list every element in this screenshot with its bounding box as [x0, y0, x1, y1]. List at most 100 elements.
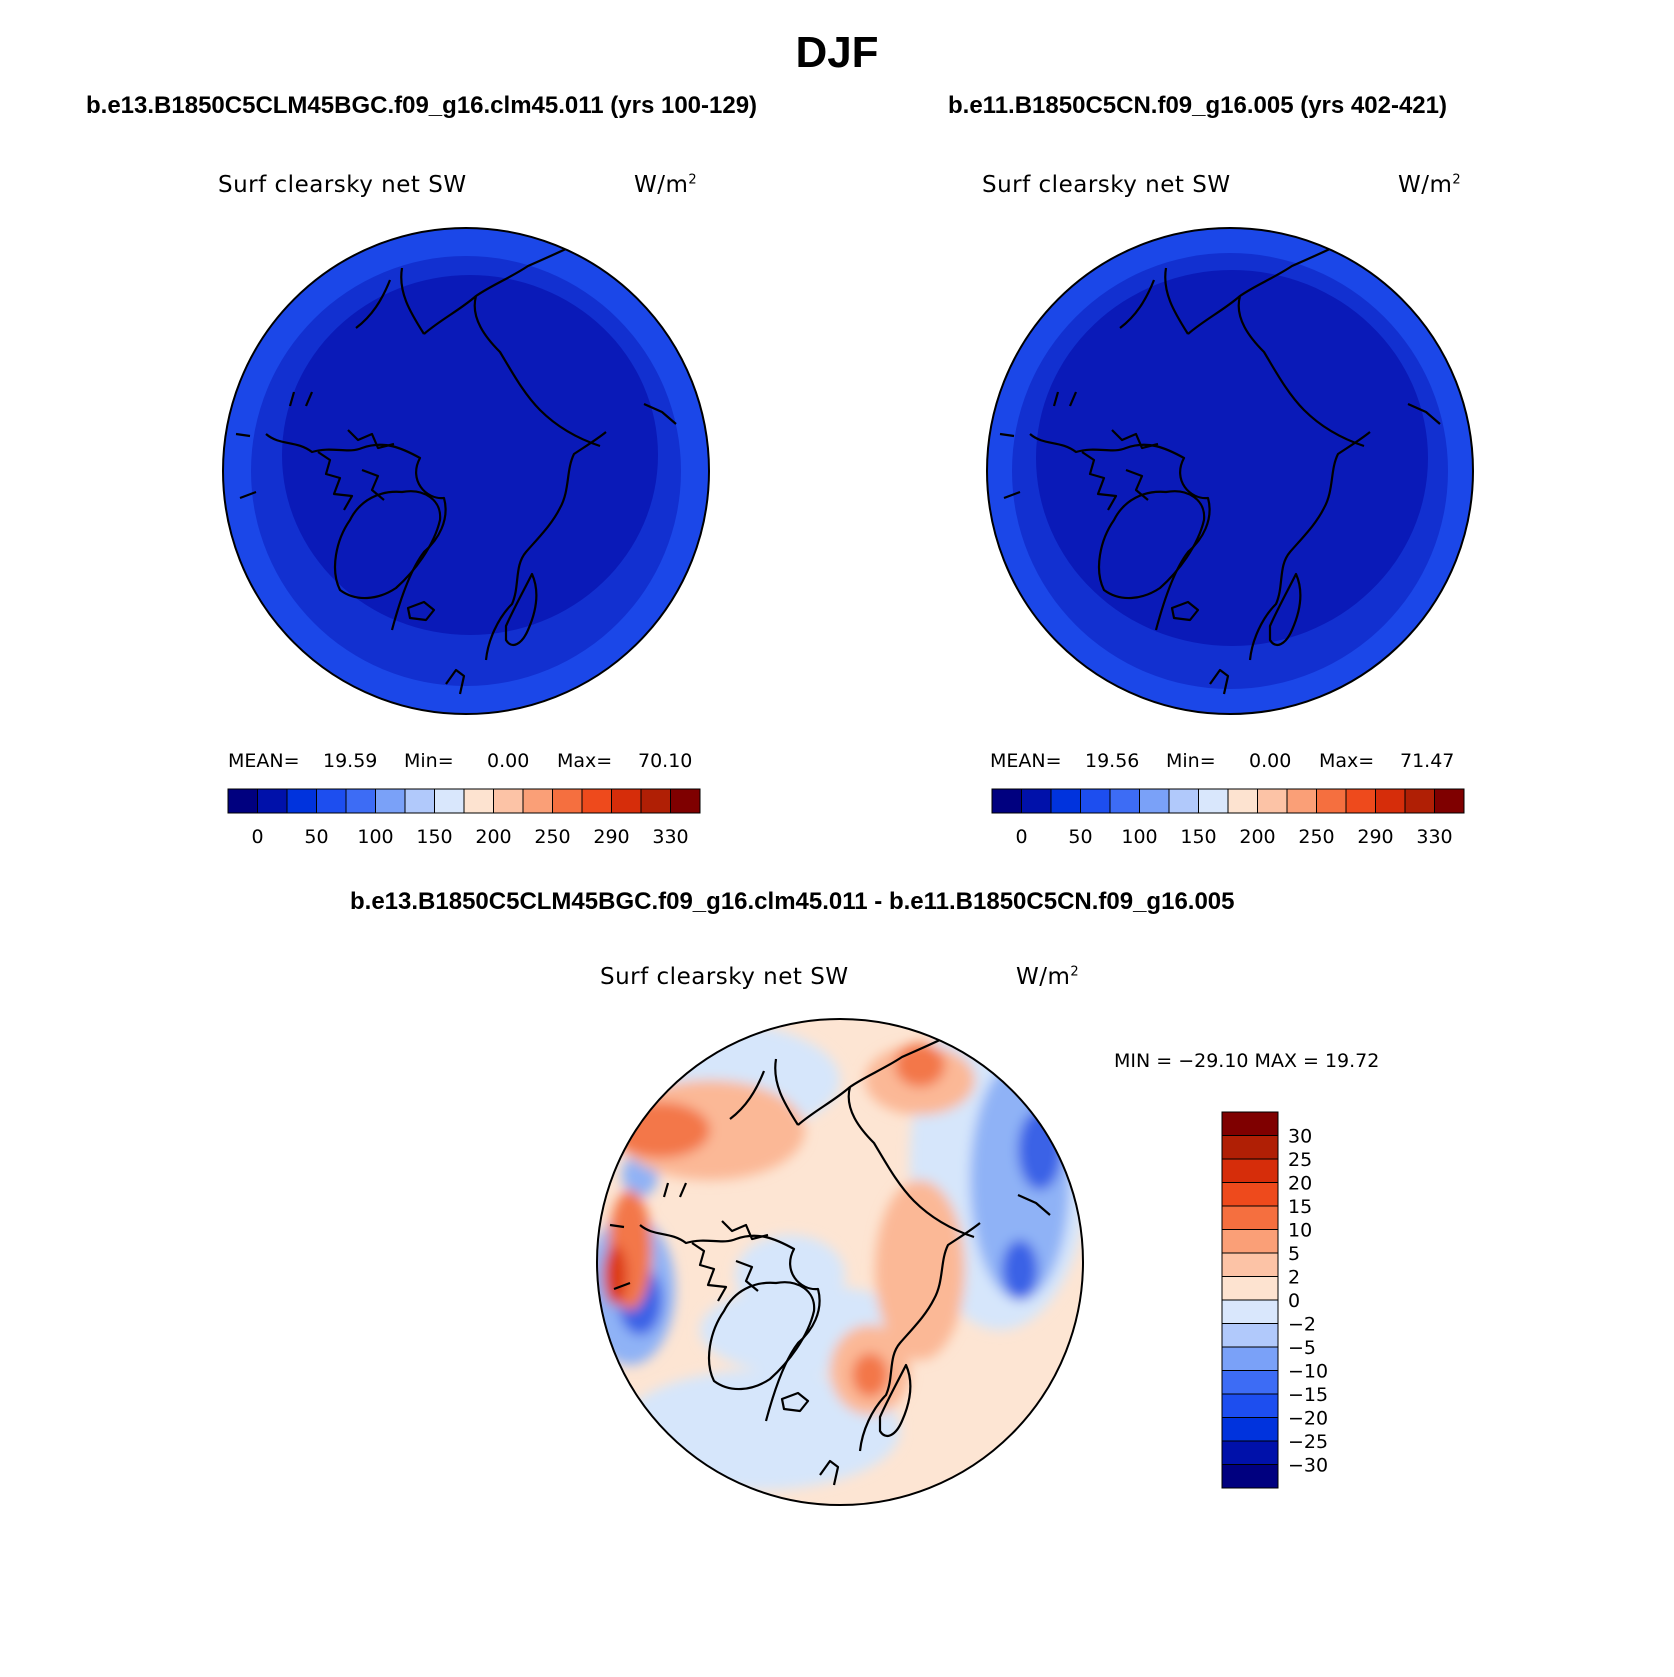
diff-colorbar-swatch: [1221, 1346, 1279, 1371]
panel2-colorbar-swatch: [1434, 788, 1465, 814]
panel2-colorbar-tick-label: 100: [1121, 826, 1157, 848]
panel1-colorbar-swatch: [286, 788, 317, 814]
diff-colorbar-tick-label: 25: [1288, 1149, 1312, 1171]
panel1-max-value: 70.10: [638, 750, 693, 772]
panel1-colorbar-tick-label: 50: [304, 826, 328, 848]
diff-colorbar-tick-label: −2: [1288, 1314, 1316, 1336]
diff-map: [596, 1018, 1084, 1506]
panel1-coastlines: [235, 245, 677, 695]
panel2-colorbar-swatch: [1139, 788, 1170, 814]
panel1-colorbar-swatch: [375, 788, 406, 814]
panel2-colorbar-tick-label: 290: [1357, 826, 1393, 848]
panel1-units: W/m2: [634, 172, 698, 198]
panel2-coastlines: [999, 245, 1441, 695]
diff-colorbar-tick-label: 15: [1288, 1196, 1312, 1218]
diff-colorbar-tick-label: 5: [1288, 1243, 1300, 1265]
panel1-colorbar-swatch: [257, 788, 288, 814]
panel2-colorbar-swatch: [1375, 788, 1406, 814]
diff-colorbar-swatch: [1221, 1252, 1279, 1277]
diff-coastlines: [609, 1036, 1051, 1486]
panel1-colorbar-tick-label: 250: [534, 826, 570, 848]
panel2-colorbar-swatch: [1227, 788, 1258, 814]
diff-colorbar-swatch: [1221, 1417, 1279, 1442]
diff-colorbar-swatch: [1221, 1182, 1279, 1207]
panel2-min-value: 0.00: [1249, 750, 1292, 772]
panel1-colorbar-swatch: [670, 788, 701, 814]
panel1-colorbar-tick-label: 290: [593, 826, 629, 848]
panel2-colorbar-tick-label: 250: [1298, 826, 1334, 848]
panel2-colorbar-swatch: [1316, 788, 1347, 814]
diff-map-border: [596, 1018, 1084, 1506]
panel1-colorbar-swatch: [552, 788, 583, 814]
panel2-variable-label: Surf clearsky net SW: [982, 172, 1231, 198]
diff-colorbar-tick-label: 2: [1288, 1267, 1300, 1289]
panel2-min-label: Min=: [1166, 750, 1216, 772]
diff-patch: [852, 1353, 888, 1397]
panel2-colorbar-swatch: [991, 788, 1022, 814]
diff-colorbar-tick-label: 30: [1288, 1126, 1312, 1148]
panel1-map-border: [222, 227, 710, 715]
panel2-max-label: Max=: [1319, 750, 1375, 772]
panel1-colorbar-tick-label: 200: [475, 826, 511, 848]
panel2-colorbar-swatch: [1286, 788, 1317, 814]
diff-min-max-text: MIN = −29.10 MAX = 19.72: [1114, 1050, 1380, 1072]
panel1-map: [222, 227, 710, 715]
diff-colorbar-swatch: [1221, 1158, 1279, 1183]
panel2-mean-label: MEAN=: [990, 750, 1062, 772]
diff-case-title: b.e13.B1850C5CLM45BGC.f09_g16.clm45.011 …: [350, 888, 1235, 915]
diff-colorbar-swatch: [1221, 1299, 1279, 1324]
diff-colorbar-swatch: [1221, 1440, 1279, 1465]
panel2-colorbar-tick-label: 50: [1068, 826, 1092, 848]
diff-colorbar-swatch: [1221, 1464, 1279, 1489]
figure-title: DJF: [795, 28, 879, 77]
panel1-colorbar-swatch: [345, 788, 376, 814]
panel2-max-value: 71.47: [1400, 750, 1455, 772]
panel1-colorbar-swatch: [493, 788, 524, 814]
panel1-mean-label: MEAN=: [228, 750, 300, 772]
panel1-colorbar-swatch: [640, 788, 671, 814]
panel2-map: [986, 227, 1474, 715]
panel2-colorbar-swatch: [1109, 788, 1140, 814]
diff-colorbar-tick-label: 0: [1288, 1290, 1300, 1312]
panel2-deep-core: [1036, 270, 1428, 646]
panel2-colorbar-tick-label: 0: [1015, 826, 1027, 848]
panel2-colorbar: 0 50 100 150 200 250 290 330: [991, 788, 1465, 848]
diff-colorbar-swatch: [1221, 1323, 1279, 1348]
panel2-colorbar-tick-label: 200: [1239, 826, 1275, 848]
diff-colorbar-swatch: [1221, 1205, 1279, 1230]
diff-units: W/m2: [1016, 964, 1080, 990]
panel1-max-label: Max=: [557, 750, 613, 772]
panel1-deep-core: [282, 275, 658, 635]
panel1-colorbar-tick-label: 150: [416, 826, 452, 848]
panel2-case-title: b.e11.B1850C5CN.f09_g16.005 (yrs 402-421…: [948, 92, 1447, 119]
diff-colorbar-tick-label: −15: [1288, 1384, 1328, 1406]
panel1-min-value: 0.00: [487, 750, 530, 772]
panel2-colorbar-tick-label: 330: [1416, 826, 1452, 848]
panel2-colorbar-swatch: [1080, 788, 1111, 814]
diff-colorbar-swatch: [1221, 1229, 1279, 1254]
panel1-colorbar-tick-label: 330: [652, 826, 688, 848]
diff-patch: [875, 1180, 965, 1360]
diff-colorbar-tick-label: −30: [1288, 1455, 1328, 1477]
diff-colorbar-swatch: [1221, 1370, 1279, 1395]
diff-patch: [1002, 1240, 1038, 1300]
diff-colorbar-swatch: [1221, 1276, 1279, 1301]
panel1-mean-value: 19.59: [323, 750, 378, 772]
diff-patch: [603, 1245, 627, 1305]
diff-colorbar-swatch: [1221, 1111, 1279, 1136]
diff-variable-label: Surf clearsky net SW: [600, 964, 849, 990]
panel2-colorbar-swatch: [1168, 788, 1199, 814]
diff-colorbar-tick-label: −25: [1288, 1431, 1328, 1453]
panel2-units: W/m2: [1398, 172, 1462, 198]
panel2-map-border: [986, 227, 1474, 715]
panel2-colorbar-swatch: [1021, 788, 1052, 814]
panel2-colorbar-tick-label: 150: [1180, 826, 1216, 848]
panel1-colorbar-swatch: [316, 788, 347, 814]
diff-colorbar-tick-label: −20: [1288, 1408, 1328, 1430]
diff-colorbar-tick-label: 10: [1288, 1220, 1312, 1242]
diff-patch: [735, 1235, 845, 1315]
panel1-colorbar-tick-label: 0: [251, 826, 263, 848]
panel2-colorbar-swatch: [1050, 788, 1081, 814]
